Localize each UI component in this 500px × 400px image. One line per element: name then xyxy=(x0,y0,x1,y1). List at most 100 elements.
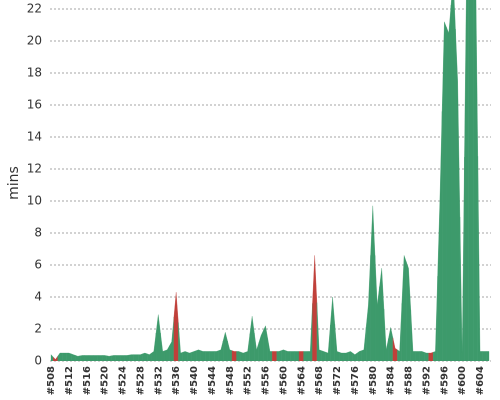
build-area xyxy=(209,351,215,361)
build-area xyxy=(151,332,157,361)
build-area xyxy=(401,255,407,361)
x-tick-label: #556 xyxy=(261,366,272,395)
build-area xyxy=(254,332,259,361)
build-area xyxy=(236,351,242,361)
build-area xyxy=(129,354,134,361)
y-tick-label: 10 xyxy=(27,194,42,208)
build-area xyxy=(432,276,438,361)
build-area xyxy=(70,353,76,361)
build-area xyxy=(79,355,85,361)
build-area xyxy=(406,261,411,361)
build-area xyxy=(477,156,483,361)
build-area xyxy=(321,350,327,361)
build-area xyxy=(468,0,474,361)
y-tick-label: 14 xyxy=(27,130,42,144)
y-tick-label: 22 xyxy=(27,2,42,16)
build-area xyxy=(102,355,108,361)
build-area xyxy=(258,330,264,361)
build-area xyxy=(222,332,228,361)
y-axis-label: mins xyxy=(6,166,22,200)
x-tick-label: #516 xyxy=(82,366,93,395)
x-tick-label: #544 xyxy=(207,366,218,395)
x-tick-label: #520 xyxy=(100,366,111,395)
build-area xyxy=(325,324,331,361)
x-tick-label: #588 xyxy=(404,366,415,395)
build-area xyxy=(88,355,94,361)
x-tick-label: #568 xyxy=(314,366,325,395)
build-area xyxy=(138,353,143,361)
grid xyxy=(50,8,491,362)
build-area xyxy=(397,303,402,361)
build-area xyxy=(446,4,452,361)
build-area xyxy=(111,355,116,361)
y-tick-label: 4 xyxy=(34,290,42,304)
build-area xyxy=(312,255,318,361)
build-area xyxy=(339,351,344,361)
build-area xyxy=(272,351,277,361)
build-area xyxy=(213,350,219,361)
build-area xyxy=(450,0,456,361)
build-area xyxy=(75,355,81,361)
build-area xyxy=(289,351,295,361)
build-area xyxy=(200,350,206,361)
build-area xyxy=(348,351,353,361)
y-tick-label: 16 xyxy=(27,98,42,112)
build-area xyxy=(361,327,367,361)
build-area xyxy=(53,355,58,361)
build-area xyxy=(267,338,273,361)
x-tick-label: #528 xyxy=(135,366,146,395)
build-area xyxy=(191,350,197,361)
build-area xyxy=(316,302,322,361)
build-area xyxy=(486,351,490,361)
build-area xyxy=(155,314,161,361)
build-area xyxy=(84,355,90,361)
build-area xyxy=(303,351,309,361)
build-area xyxy=(383,308,389,361)
build-area xyxy=(298,351,304,361)
x-tick-label: #524 xyxy=(118,366,129,395)
x-tick-label: #564 xyxy=(296,366,307,395)
labels: 0 2 4 6 8 10 12 14 16 18 20 22 #508 #512 #516 #520 #524 #… xyxy=(27,2,486,396)
build-area xyxy=(231,350,237,361)
build-area xyxy=(245,333,251,361)
x-tick-label: #596 xyxy=(439,366,450,395)
build-area xyxy=(115,355,121,361)
y-tick-label: 20 xyxy=(27,34,42,48)
x-tick-label: #536 xyxy=(171,366,182,395)
build-area xyxy=(428,351,434,361)
x-tick-label: #548 xyxy=(225,366,236,395)
build-area xyxy=(473,0,478,361)
build-area xyxy=(392,337,398,361)
build-area xyxy=(205,351,210,361)
y-tick-label: 6 xyxy=(34,258,42,272)
build-area xyxy=(410,309,416,361)
y-tick-label: 8 xyxy=(34,226,42,240)
build-area xyxy=(307,303,313,361)
build-area xyxy=(169,316,175,361)
build-area xyxy=(357,350,362,361)
x-tick-label: #508 xyxy=(46,366,57,395)
build-area xyxy=(187,351,192,361)
build-area xyxy=(97,355,103,361)
y-tick-label: 2 xyxy=(34,322,42,336)
build-area xyxy=(419,351,425,361)
build-area xyxy=(173,292,179,361)
x-tick-label: #560 xyxy=(278,366,289,395)
build-area xyxy=(441,21,447,361)
build-area xyxy=(218,340,224,361)
y-tick-label: 0 xyxy=(34,354,42,368)
build-area xyxy=(196,349,201,361)
build-area xyxy=(464,0,470,361)
build-area xyxy=(388,327,394,361)
build-area xyxy=(379,268,385,361)
build-area xyxy=(106,355,112,361)
build-area xyxy=(133,354,139,361)
build-area xyxy=(352,352,358,361)
plot-area xyxy=(50,0,490,361)
build-area xyxy=(263,325,268,361)
x-tick-label: #604 xyxy=(475,366,486,395)
x-tick-label: #552 xyxy=(243,366,254,395)
build-area xyxy=(281,349,286,361)
build-area xyxy=(182,351,188,361)
